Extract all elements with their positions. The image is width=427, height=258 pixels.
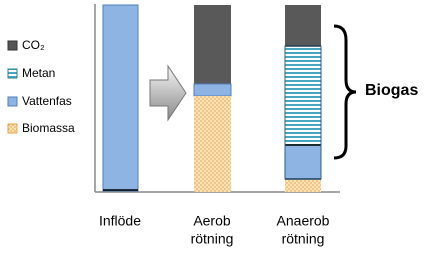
arrow (149, 64, 187, 122)
legend-swatch (7, 68, 18, 79)
bar-segment (285, 46, 321, 145)
bar-segment (102, 4, 139, 192)
column-label: Inflöde (99, 213, 141, 229)
column-label: Aerob (193, 213, 231, 229)
legend-swatch (7, 96, 18, 107)
legend-swatch (7, 123, 18, 134)
legend: CO₂ Metan Vattenfas Biomassa (7, 38, 75, 135)
brace (333, 24, 357, 160)
bar-segment (194, 5, 231, 84)
legend-label: Biomassa (22, 121, 75, 135)
legend-label: Vattenfas (22, 94, 72, 108)
legend-label: CO₂ (22, 38, 45, 52)
brace-label: Biogas (365, 82, 418, 99)
column-label: Anaerob (277, 213, 330, 229)
column-label: rötning (191, 231, 234, 247)
bar-segment (194, 96, 231, 192)
bar-segment (285, 179, 321, 192)
legend-label: Metan (22, 66, 55, 80)
bar-segment (193, 83, 232, 97)
bar-outline (284, 45, 322, 180)
legend-swatch (7, 40, 18, 51)
bar-segment (285, 5, 321, 46)
bar-segment (285, 145, 321, 179)
column-label: rötning (282, 231, 325, 247)
